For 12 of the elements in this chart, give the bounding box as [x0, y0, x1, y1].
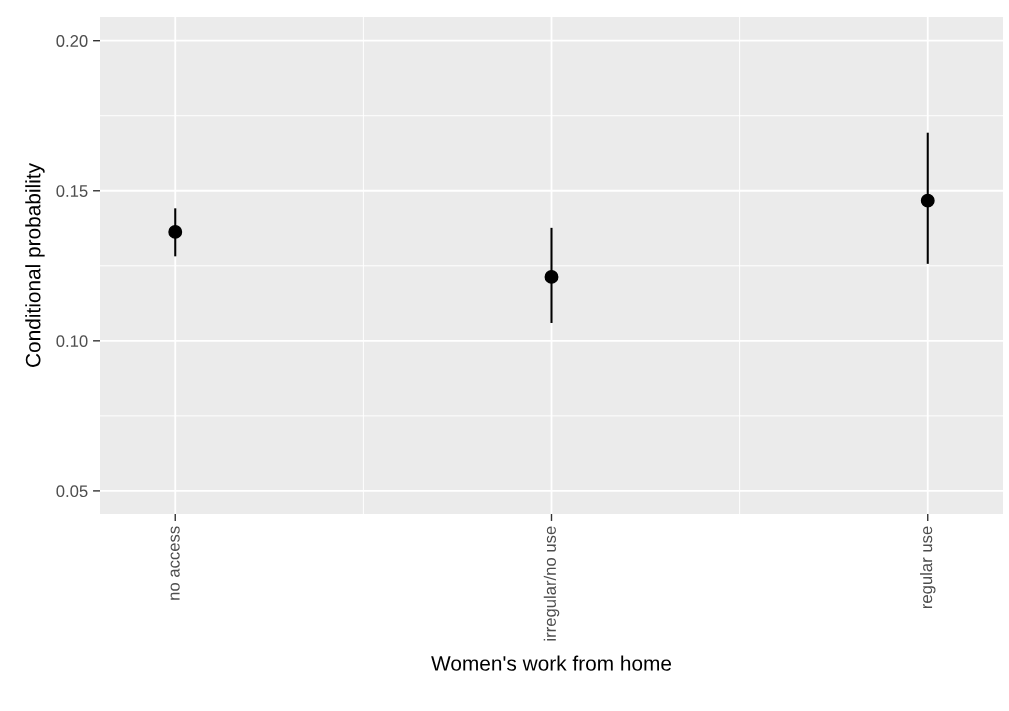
y-axis-title: Conditional probability — [25, 163, 45, 367]
point — [168, 224, 183, 239]
x-axis-title: Women's work from home — [431, 655, 672, 671]
point — [544, 269, 559, 284]
y-tick-label: 0.20 — [56, 35, 88, 47]
y-tick-label: 0.15 — [56, 185, 88, 197]
x-tick-label: irregular/no use — [543, 526, 560, 641]
y-tick-label: 0.05 — [56, 485, 88, 498]
x-tick-label: regular use — [919, 526, 936, 609]
x-tick-label: no access — [170, 526, 180, 600]
point — [920, 193, 935, 208]
y-tick-label: 0.10 — [56, 335, 88, 348]
